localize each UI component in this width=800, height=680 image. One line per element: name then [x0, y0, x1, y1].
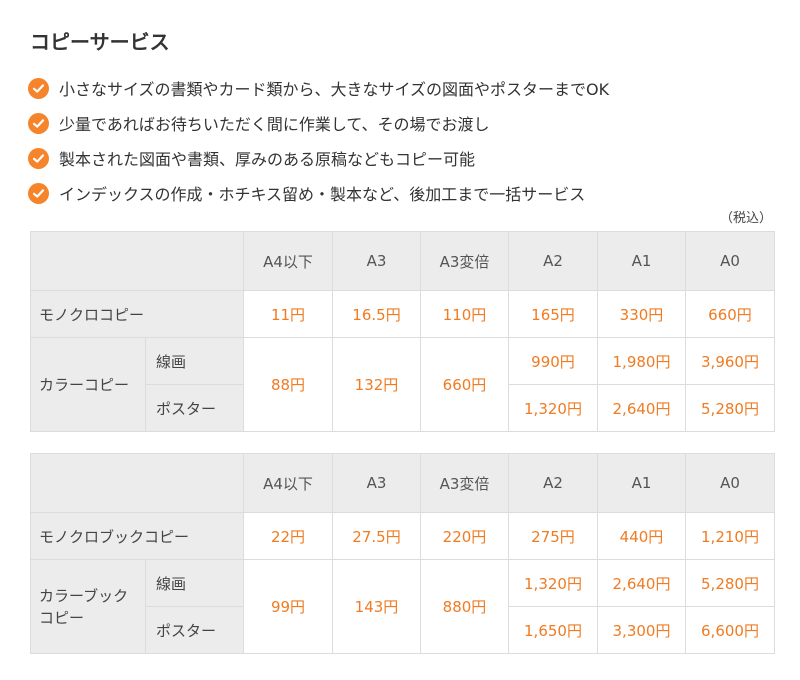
header-a3: A3	[332, 231, 421, 291]
price-cell: 330円	[597, 290, 686, 338]
price-cell: 3,960円	[685, 337, 775, 385]
price-cell: 1,210円	[685, 512, 775, 560]
copy-price-table: A4以下 A3 A3変倍 A2 A1 A0 モノクロコピー 11円 16.5円 …	[30, 231, 775, 432]
header-a0: A0	[685, 231, 775, 291]
price-cell: 2,640円	[597, 384, 686, 432]
row-label-line2: コピー	[39, 608, 85, 627]
price-cell: 5,280円	[685, 559, 775, 607]
price-cell: 6,600円	[685, 606, 775, 654]
price-cell: 660円	[420, 337, 509, 432]
price-cell: 660円	[685, 290, 775, 338]
header-blank	[30, 453, 244, 513]
check-circle-icon	[28, 77, 49, 99]
check-circle-icon	[28, 112, 49, 134]
header-a3-scaled: A3変倍	[420, 453, 509, 513]
price-cell: 1,320円	[508, 384, 598, 432]
price-cell: 16.5円	[332, 290, 421, 338]
price-cell: 880円	[420, 559, 509, 654]
price-cell: 2,640円	[597, 559, 686, 607]
price-cell: 1,980円	[597, 337, 686, 385]
sub-label-poster: ポスター	[145, 606, 244, 654]
check-circle-icon	[28, 182, 49, 204]
book-copy-price-table: A4以下 A3 A3変倍 A2 A1 A0 モノクロブックコピー 22円 27.…	[30, 453, 775, 654]
sub-label-line: 線画	[145, 559, 244, 607]
table-row: モノクロコピー 11円 16.5円 110円 165円 330円 660円	[30, 290, 775, 338]
price-cell: 165円	[508, 290, 598, 338]
check-circle-icon	[28, 147, 49, 169]
page-title: コピーサービス	[30, 30, 170, 54]
price-cell: 132円	[332, 337, 421, 432]
row-label-line1: カラーブック	[39, 586, 129, 605]
feature-text: 小さなサイズの書類やカード類から、大きなサイズの図面やポスターまでOK	[59, 80, 610, 99]
header-a1: A1	[597, 453, 686, 513]
row-label-color-book: カラーブック コピー	[30, 559, 146, 654]
feature-text: 製本された図面や書類、厚みのある原稿などもコピー可能	[59, 150, 476, 169]
table-header-row: A4以下 A3 A3変倍 A2 A1 A0	[30, 231, 775, 291]
tax-note: （税込）	[719, 211, 772, 226]
table-header-row: A4以下 A3 A3変倍 A2 A1 A0	[30, 453, 775, 513]
feature-item: 少量であればお待ちいただく間に作業して、その場でお渡し	[28, 111, 609, 135]
row-label-mono-book: モノクロブックコピー	[30, 512, 244, 560]
price-cell: 440円	[597, 512, 686, 560]
price-cell: 1,320円	[508, 559, 598, 607]
feature-item: 小さなサイズの書類やカード類から、大きなサイズの図面やポスターまでOK	[28, 76, 609, 100]
price-cell: 27.5円	[332, 512, 421, 560]
price-cell: 143円	[332, 559, 421, 654]
header-a3: A3	[332, 453, 421, 513]
table-row: カラーブック コピー 線画 99円 143円 880円 1,320円 2,640…	[30, 559, 775, 654]
price-cell: 5,280円	[685, 384, 775, 432]
table-row: ポスター 1,320円 2,640円 5,280円	[31, 384, 775, 432]
header-blank	[30, 231, 244, 291]
price-cell: 11円	[243, 290, 333, 338]
feature-text: インデックスの作成・ホチキス留め・製本など、後加工まで一括サービス	[59, 185, 586, 204]
table-row: ポスター 1,650円 3,300円 6,600円	[31, 606, 775, 654]
price-cell: 110円	[420, 290, 509, 338]
feature-list: 小さなサイズの書類やカード類から、大きなサイズの図面やポスターまでOK 少量であ…	[28, 76, 609, 216]
table-row: カラーコピー 線画 88円 132円 660円 990円 1,980円 3,96…	[30, 337, 775, 432]
sub-label-poster: ポスター	[145, 384, 244, 432]
feature-text: 少量であればお待ちいただく間に作業して、その場でお渡し	[59, 115, 490, 134]
price-cell: 1,650円	[508, 606, 598, 654]
price-cell: 3,300円	[597, 606, 686, 654]
sub-label-line: 線画	[145, 337, 244, 385]
feature-item: 製本された図面や書類、厚みのある原稿などもコピー可能	[28, 146, 609, 170]
header-a1: A1	[597, 231, 686, 291]
table-row: モノクロブックコピー 22円 27.5円 220円 275円 440円 1,21…	[30, 512, 775, 560]
feature-item: インデックスの作成・ホチキス留め・製本など、後加工まで一括サービス	[28, 181, 609, 205]
header-a2: A2	[508, 453, 598, 513]
header-a3-scaled: A3変倍	[420, 231, 509, 291]
row-label-mono: モノクロコピー	[30, 290, 244, 338]
price-cell: 99円	[243, 559, 333, 654]
price-cell: 990円	[508, 337, 598, 385]
price-cell: 22円	[243, 512, 333, 560]
header-a4: A4以下	[243, 231, 333, 291]
price-cell: 88円	[243, 337, 333, 432]
price-cell: 220円	[420, 512, 509, 560]
header-a0: A0	[685, 453, 775, 513]
price-cell: 275円	[508, 512, 598, 560]
header-a4: A4以下	[243, 453, 333, 513]
header-a2: A2	[508, 231, 598, 291]
row-label-color: カラーコピー	[30, 337, 146, 432]
